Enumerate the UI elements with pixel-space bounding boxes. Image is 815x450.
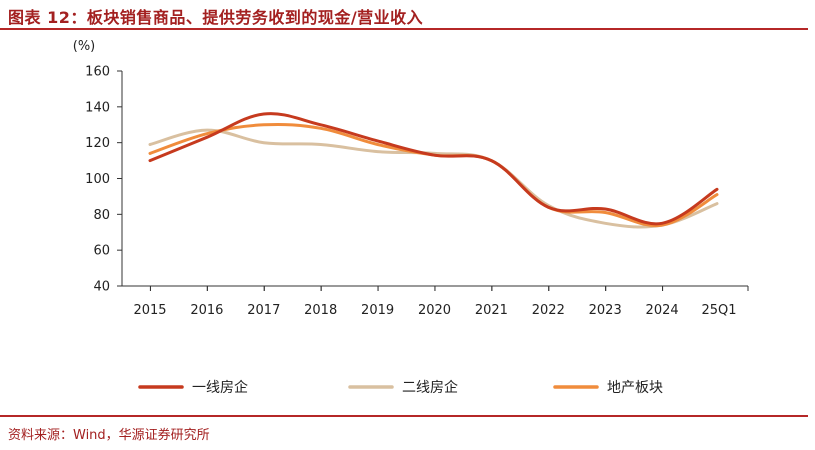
x-tick-label: 2018	[304, 303, 337, 318]
y-tick-label: 100	[85, 172, 110, 187]
y-axis-unit-label: (%)	[73, 39, 96, 54]
source-note: 资料来源：Wind，华源证券研究所	[8, 428, 210, 443]
x-tick-label: 2017	[247, 303, 280, 318]
x-tick-label: 2022	[532, 303, 565, 318]
series-line	[148, 112, 719, 226]
x-tick-label: 2019	[361, 303, 394, 318]
y-tick-label: 80	[93, 208, 110, 223]
series-line	[148, 128, 719, 229]
chart-axes: (%) 40 60 80 100 120 140 160 2015 2016 2017 2018 201…	[73, 39, 749, 318]
y-tick-label: 40	[93, 280, 110, 295]
legend-label: 一线房企	[192, 379, 248, 396]
y-tick-label: 60	[93, 244, 110, 259]
legend-label: 地产板块	[607, 380, 663, 396]
y-tick-label: 140	[85, 100, 110, 115]
x-tick-label: 2015	[133, 303, 166, 318]
series-lines	[148, 112, 719, 229]
x-tick-label: 2021	[475, 303, 508, 318]
x-tick-label: 2020	[418, 303, 451, 318]
x-tick-label: 25Q1	[701, 303, 736, 318]
series-line	[148, 122, 719, 228]
y-tick-label: 120	[85, 136, 110, 151]
legend-label: 二线房企	[402, 379, 458, 396]
line-chart: (%) 40 60 80 100 120 140 160 2015 2016 2017 2018 201…	[73, 39, 749, 396]
y-tick-label: 160	[85, 65, 110, 80]
x-tick-label: 2023	[589, 303, 622, 318]
x-tick-label: 2024	[646, 303, 679, 318]
top-divider	[0, 28, 808, 30]
chart-title: 图表 12：板块销售商品、提供劳务收到的现金/营业收入	[8, 8, 424, 27]
chart-legend: 一线房企 二线房企 地产板块	[138, 379, 663, 396]
x-tick-label: 2016	[190, 303, 223, 318]
bottom-divider	[0, 415, 808, 417]
